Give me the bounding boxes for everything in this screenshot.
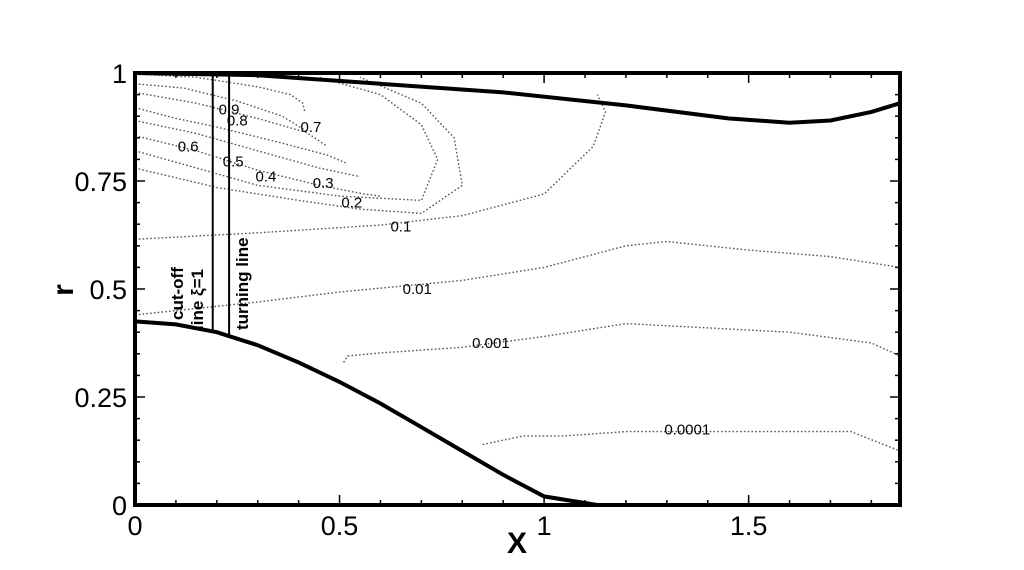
- turning-line-annotation: turning line: [233, 237, 252, 330]
- contour-line-0.3: [134, 76, 439, 202]
- contour-lines: [134, 73, 901, 452]
- contour-label: 0.01: [403, 281, 432, 298]
- x-tick-label: 0: [127, 511, 142, 541]
- contour-line-0.8: [134, 83, 308, 132]
- x-tick-label: 1.5: [730, 511, 768, 541]
- cutoff-annotation-line1: cut-off: [168, 267, 187, 320]
- inner-body-curve: [134, 319, 598, 507]
- contour-line-0.4: [134, 134, 381, 197]
- y-tick-label: 0.5: [89, 275, 127, 305]
- cutoff-annotation-line2: line ξ=1: [188, 269, 207, 330]
- y-tick-label: 1: [112, 59, 127, 89]
- contour-line-0.1: [134, 94, 607, 240]
- contour-label: 0.6: [178, 138, 199, 155]
- contour-label: 0.2: [341, 195, 362, 212]
- contour-line-0.01: [134, 240, 901, 316]
- contour-label: 0.1: [390, 218, 411, 235]
- contour-label: 0.0001: [664, 421, 710, 438]
- outer-wall-curve: [134, 71, 901, 125]
- contour-line-0.6: [134, 106, 348, 165]
- contour-label: 0.3: [313, 175, 334, 192]
- contour-line-0.7: [134, 91, 328, 147]
- y-tick-label: 0.75: [74, 167, 127, 197]
- contour-line-0.001: [343, 322, 901, 363]
- contour-line-0.5: [134, 119, 361, 178]
- contour-label: 0.8: [227, 113, 248, 130]
- plot-frame: [133, 71, 902, 507]
- contour-label: 0.001: [472, 335, 510, 352]
- y-axis-title: r: [47, 284, 80, 296]
- contour-labels: 0.90.8 0.7 0.6 0.5 0.4 0.3 0.2 0.1 0.01 0.001 0.00…: [178, 102, 710, 439]
- contour-label: 0.9: [219, 102, 240, 119]
- y-tick-label: 0: [112, 491, 127, 521]
- x-tick-label: 1: [537, 511, 552, 541]
- walls: [134, 71, 901, 507]
- reference-lines: [211, 73, 231, 338]
- y-tick-label: 0.25: [74, 383, 127, 413]
- contour-label: 0.5: [223, 154, 244, 171]
- x-tick-label: 0.5: [321, 511, 359, 541]
- contour-label: 0.4: [255, 169, 276, 186]
- tick-labels: 0 0.5 1 1.5 0 0.25 0.5 0.75 1: [74, 59, 767, 541]
- contour-line-0.2: [134, 76, 464, 215]
- x-axis-title: X: [507, 527, 527, 560]
- contour-label: 0.7: [300, 119, 321, 136]
